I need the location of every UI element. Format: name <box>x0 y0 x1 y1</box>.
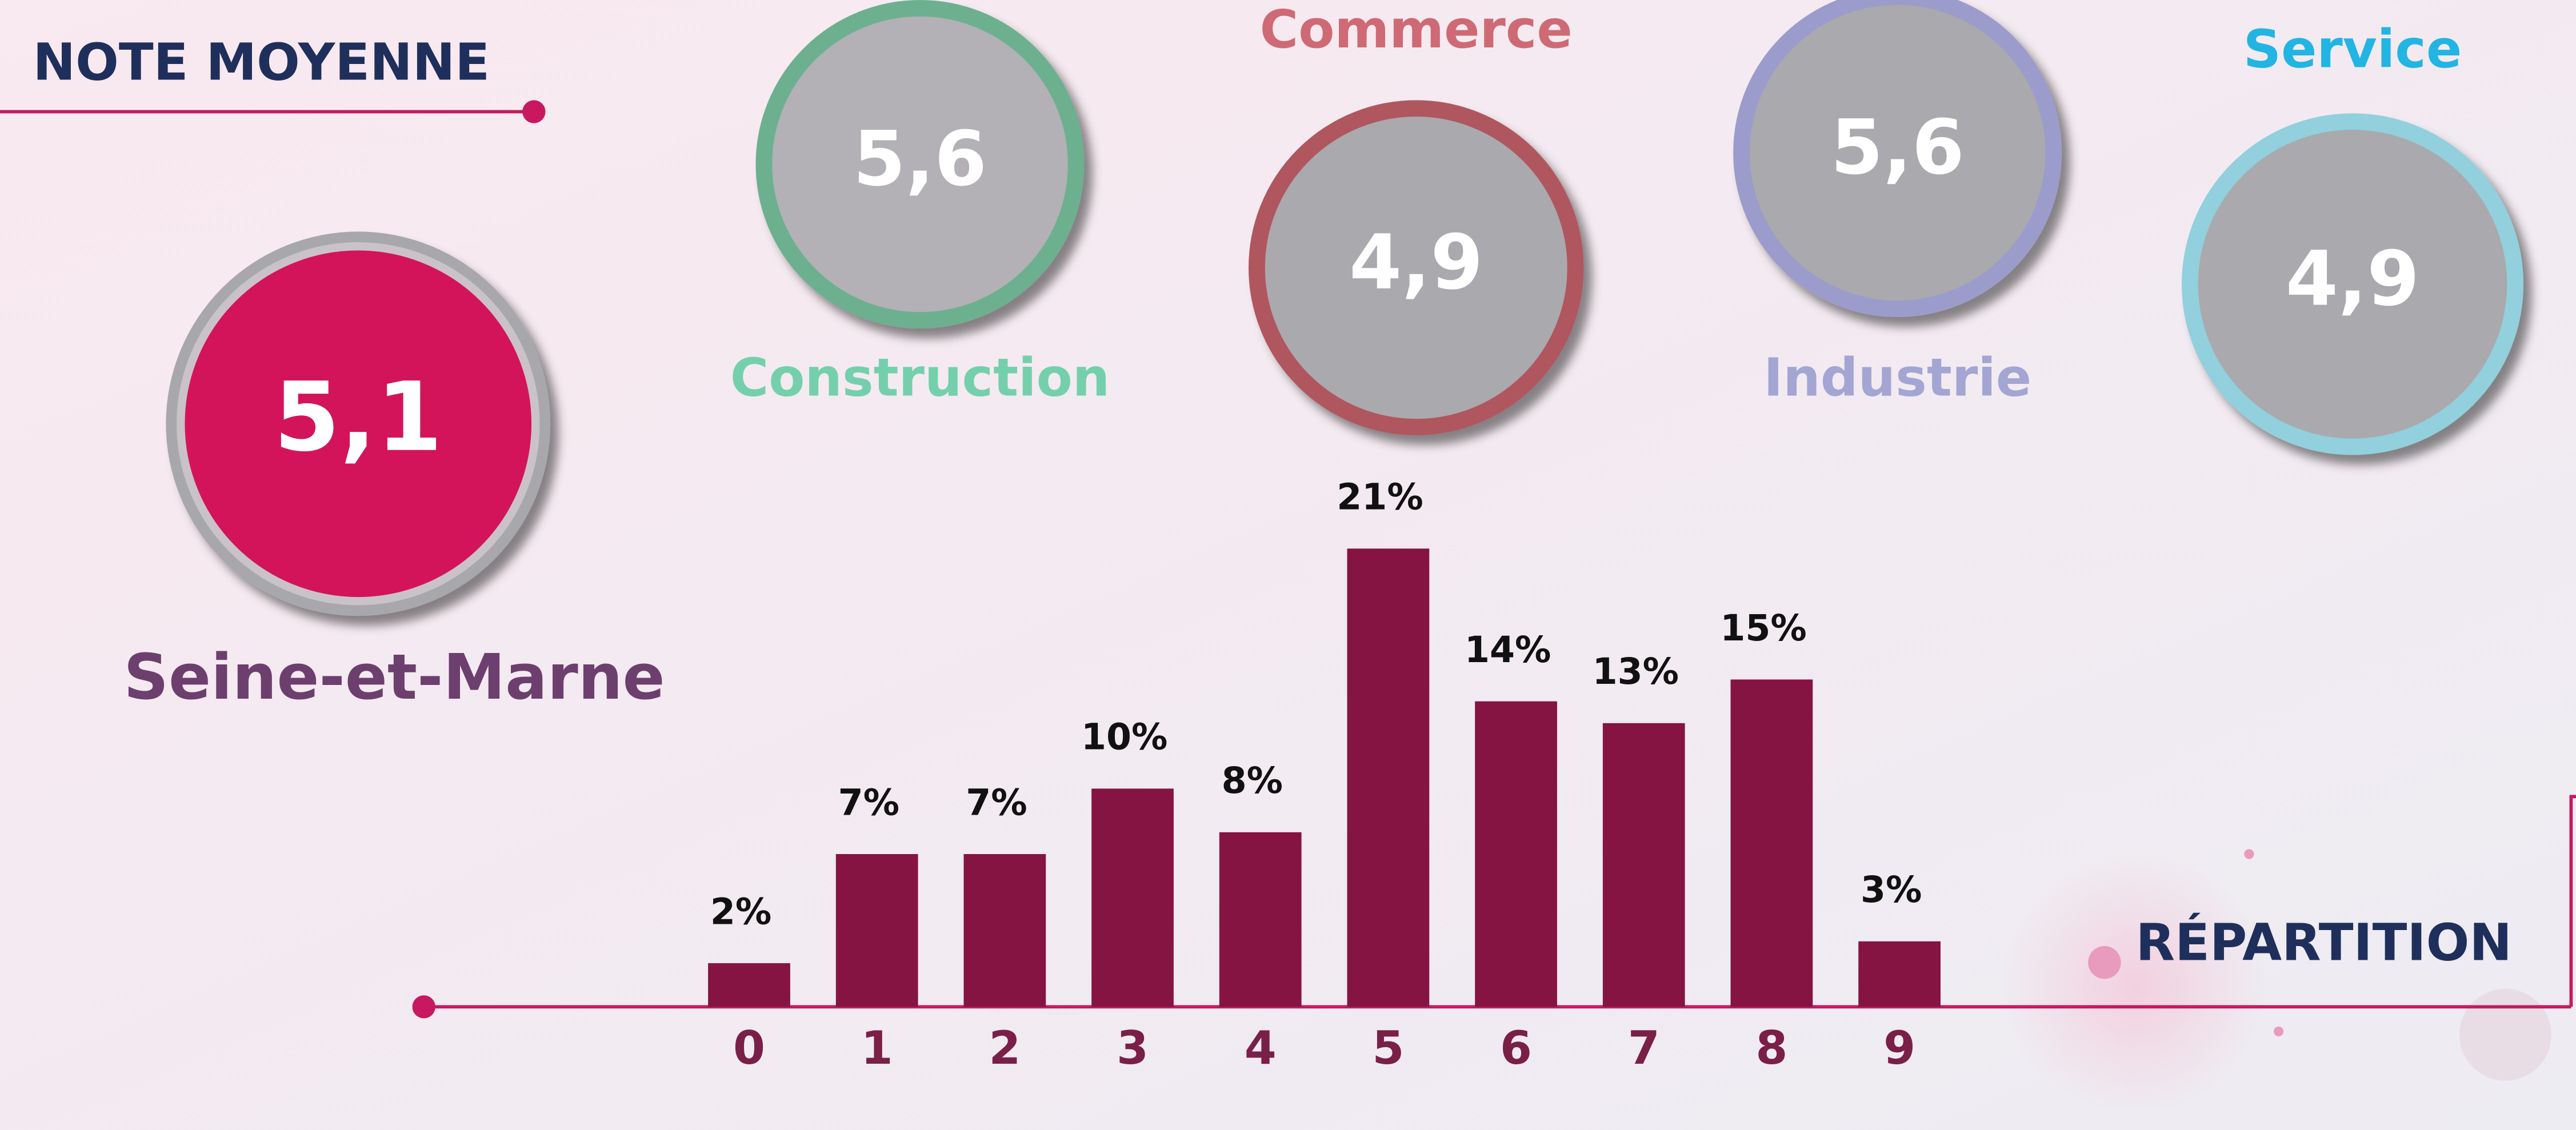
score-value: 4,9 <box>2286 235 2419 323</box>
chart-title: RÉPARTITION <box>2136 912 2512 972</box>
decoration <box>2459 988 2551 1081</box>
value-label: 7% <box>838 781 899 823</box>
score-label: Seine-et-Marne <box>123 641 665 714</box>
value-label: 15% <box>1720 607 1806 649</box>
score-circle <box>1733 0 2062 317</box>
bar <box>1730 679 1813 1007</box>
score-value: 5,6 <box>853 115 987 203</box>
decoration <box>2244 849 2254 859</box>
x-tick-label: 1 <box>861 1021 893 1075</box>
x-tick-label: 5 <box>1372 1021 1404 1075</box>
header-dot <box>522 100 546 123</box>
bar <box>1858 941 1941 1007</box>
score-value: 5,1 <box>274 362 442 473</box>
value-label: 3% <box>1861 868 1922 911</box>
score-circle <box>2182 113 2523 455</box>
score-label: Industrie <box>1763 347 2031 408</box>
score-label: Service <box>2243 18 2462 79</box>
x-tick-label: 6 <box>1500 1021 1532 1075</box>
value-label: 8% <box>1222 759 1283 802</box>
x-tick-label: 0 <box>733 1021 765 1075</box>
x-tick-label: 3 <box>1117 1021 1149 1075</box>
value-label: 7% <box>966 781 1027 823</box>
baseline-end <box>2569 795 2576 1007</box>
score-label: Construction <box>730 347 1110 408</box>
value-label: 21% <box>1337 476 1423 518</box>
bar <box>1219 832 1302 1007</box>
bar <box>1602 723 1685 1007</box>
decoration <box>2088 946 2121 979</box>
x-tick-label: 7 <box>1628 1021 1660 1075</box>
score-ring <box>177 242 540 606</box>
x-tick-label: 8 <box>1755 1021 1787 1075</box>
value-label: 13% <box>1593 650 1679 692</box>
bar <box>708 963 790 1007</box>
score-circle <box>1249 100 1584 435</box>
bar <box>835 854 918 1007</box>
bar <box>1091 788 1174 1007</box>
value-label: 14% <box>1465 628 1551 671</box>
score-label: Commerce <box>1260 0 1573 60</box>
x-tick-label: 9 <box>1883 1021 1915 1075</box>
x-tick-label: 4 <box>1245 1021 1277 1075</box>
score-value: 5,6 <box>1830 104 1964 192</box>
x-tick-label: 2 <box>989 1021 1021 1075</box>
header-title: NOTE MOYENNE <box>33 33 490 92</box>
decoration <box>2004 854 2267 1117</box>
bar <box>1347 548 1430 1007</box>
value-label: 2% <box>710 890 771 932</box>
score-circle <box>755 0 1085 328</box>
baseline-dot <box>412 995 435 1019</box>
decoration <box>2274 1026 2284 1037</box>
bar <box>1475 701 1557 1007</box>
score-value: 4,9 <box>1349 219 1483 307</box>
bar <box>963 854 1046 1007</box>
value-label: 10% <box>1081 716 1167 758</box>
